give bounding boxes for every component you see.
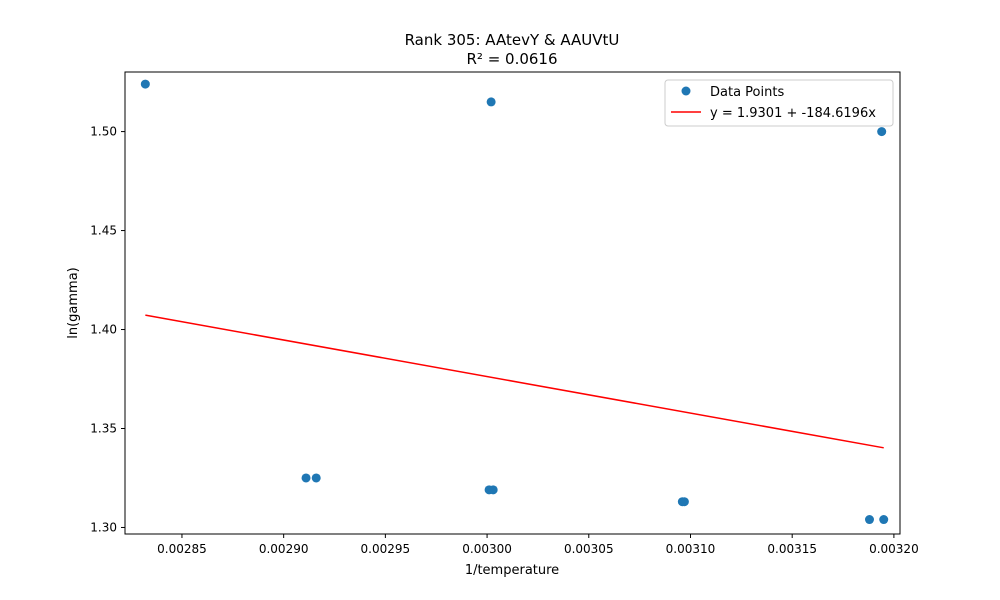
y-tick-label: 1.40 xyxy=(90,323,117,337)
x-tick-label: 0.00305 xyxy=(564,542,614,556)
legend-label-fit-line: y = 1.9301 + -184.6196x xyxy=(710,106,876,121)
x-tick-label: 0.00320 xyxy=(869,542,919,556)
regression-line xyxy=(145,314,884,449)
data-point xyxy=(140,79,150,89)
data-point xyxy=(301,473,311,483)
data-point xyxy=(877,127,887,137)
legend-label-data-points: Data Points xyxy=(710,85,784,100)
x-tick-label: 0.00300 xyxy=(462,542,512,556)
legend-marker-data-points xyxy=(681,86,691,96)
x-tick-label: 0.00315 xyxy=(767,542,817,556)
x-tick-label: 0.00290 xyxy=(259,542,309,556)
x-tick-label: 0.00285 xyxy=(157,542,207,556)
x-axis-label: 1/temperature xyxy=(465,563,559,578)
data-point xyxy=(311,473,321,483)
data-point xyxy=(879,515,889,525)
plot-area: 0.00285 0.00290 0.00295 0.00300 0.00305 0.003… xyxy=(90,71,919,556)
y-axis-label: ln(gamma) xyxy=(66,267,81,339)
x-tick-label: 0.00310 xyxy=(666,542,716,556)
axes-frame xyxy=(124,71,901,535)
y-tick-label: 1.50 xyxy=(90,125,117,139)
data-point xyxy=(679,497,689,507)
y-tick-label: 1.45 xyxy=(90,224,117,238)
chart-title: Rank 305: AAtevY & AAUVtU xyxy=(405,31,620,49)
data-point xyxy=(864,515,874,525)
y-tick-label: 1.35 xyxy=(90,421,117,435)
chart-subtitle: R² = 0.0616 xyxy=(466,50,557,68)
data-point xyxy=(488,485,498,495)
data-point xyxy=(486,97,496,107)
legend-box xyxy=(664,79,894,127)
legend: Data Points y = 1.9301 + -184.6196x xyxy=(664,79,894,127)
y-tick-label: 1.30 xyxy=(90,520,117,534)
x-tick-label: 0.00295 xyxy=(361,542,411,556)
